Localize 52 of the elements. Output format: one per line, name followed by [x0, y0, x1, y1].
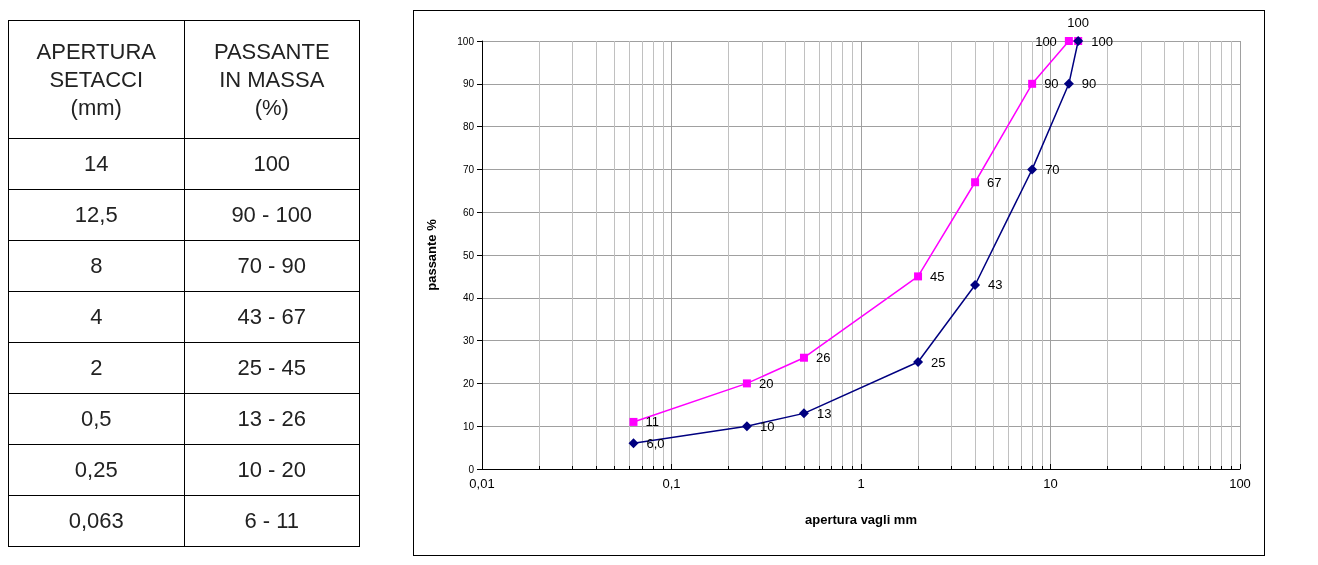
text: 90 - 100 [231, 202, 313, 227]
y-tick-label: 70 [462, 163, 475, 175]
text: 0,063 [68, 508, 124, 533]
category-label: PASSANTE IN MASSA (%) [184, 20, 360, 139]
data-label: 100 [1035, 33, 1057, 49]
text: 70 - 90 [237, 253, 306, 278]
text: 0,5 [80, 406, 112, 431]
data-label: 6,0 [646, 435, 665, 451]
y-tick-label: 40 [462, 292, 475, 304]
data-label: 25 [931, 354, 946, 370]
x-tick-label: 0,01 [469, 476, 495, 491]
data-label: 90 [1081, 76, 1097, 92]
data-label: 20 [758, 375, 774, 391]
category-label: APERTURA SETACCI (mm) [8, 20, 184, 139]
data-label: 11 [645, 414, 659, 430]
x-tick-label: 1 [857, 476, 865, 491]
text: 13 - 26 [237, 406, 306, 431]
data-label: 43 [988, 277, 1003, 293]
x-tick-label: 10 [1043, 476, 1058, 491]
x-tick-label: 0,1 [662, 476, 681, 491]
x-axis-title: apertura vagli mm [805, 512, 917, 527]
text: 12,5 [74, 202, 118, 227]
y-tick-label: 10 [462, 420, 475, 432]
data-label: 10 [759, 418, 775, 434]
y-tick-label: 0 [468, 463, 475, 475]
text: 25 - 45 [237, 355, 306, 380]
data-label: 67 [987, 174, 1002, 190]
text: 8 [90, 253, 103, 278]
data-label: 13 [816, 405, 832, 421]
text: 0,25 [74, 457, 118, 482]
y-tick-label: 100 [457, 35, 475, 47]
text: 6 - 11 [244, 508, 300, 533]
y-tick-label: 20 [462, 377, 475, 389]
text: 100 [253, 151, 291, 176]
y-tick-label: 60 [462, 206, 475, 218]
text: 4 [90, 304, 103, 329]
y-tick-label: 50 [462, 249, 475, 261]
x-tick-label: 100 [1229, 476, 1251, 491]
y-axis-title: passante % [424, 218, 439, 291]
data-label: 45 [930, 268, 945, 284]
y-tick-label: 80 [462, 121, 475, 133]
data-label: 90 [1044, 76, 1059, 92]
text: 14 [84, 151, 109, 176]
data-label: 26 [815, 350, 831, 366]
text: 43 - 67 [237, 304, 306, 329]
data-label: 100 [1091, 33, 1113, 49]
data-label: 70 [1045, 161, 1060, 177]
text: 10 - 20 [237, 457, 306, 482]
data-label: 100 [1067, 15, 1090, 30]
y-tick-label: 90 [462, 78, 475, 90]
text: 2 [90, 355, 103, 380]
y-tick-label: 30 [462, 335, 475, 347]
